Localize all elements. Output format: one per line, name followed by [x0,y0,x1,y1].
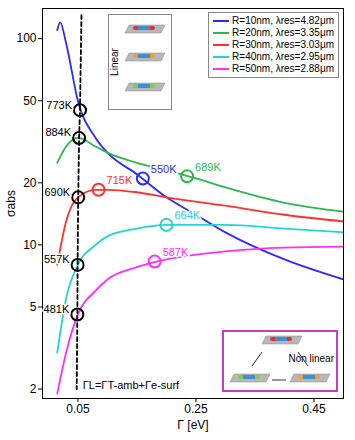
svg-text:715K: 715K [107,174,133,186]
svg-text:Non linear: Non linear [288,353,334,364]
svg-text:20: 20 [23,176,37,190]
svg-text:0.45: 0.45 [302,402,326,416]
svg-text:ΓL=ΓT-amb+Γe-surf: ΓL=ΓT-amb+Γe-surf [83,379,180,391]
svg-text:550K: 550K [151,163,177,175]
svg-text:773K: 773K [46,99,72,111]
svg-text:587K: 587K [163,246,189,258]
svg-text:100: 100 [16,31,36,45]
svg-text:689K: 689K [195,161,221,173]
svg-text:690K: 690K [45,186,71,198]
svg-text:664K: 664K [174,209,200,221]
svg-text:50: 50 [23,94,37,108]
svg-text:10: 10 [23,238,37,252]
html-text:R=30nm, λres=3.03μm: R=30nm, λres=3.03μm [232,39,334,50]
svg-text:Γ [eV]: Γ [eV] [177,418,208,432]
svg-text:0.25: 0.25 [184,402,208,416]
svg-text:0.05: 0.05 [66,402,90,416]
html-text:R=20nm, λres=3.35μm: R=20nm, λres=3.35μm [232,27,334,38]
svg-text:σabs: σabs [4,190,18,217]
svg-text:2: 2 [30,382,37,396]
svg-text:5: 5 [30,300,37,314]
html-text:R=40nm, λres=2.95μm: R=40nm, λres=2.95μm [232,51,334,62]
svg-text:481K: 481K [44,303,70,315]
svg-text:557K: 557K [44,253,70,265]
html-text:R=50nm, λres=2.88μm: R=50nm, λres=2.88μm [232,63,334,74]
svg-text:Linear: Linear [109,47,120,75]
html-text:R=10nm, λres=4.82μm: R=10nm, λres=4.82μm [232,15,334,26]
svg-text:884K: 884K [45,126,71,138]
